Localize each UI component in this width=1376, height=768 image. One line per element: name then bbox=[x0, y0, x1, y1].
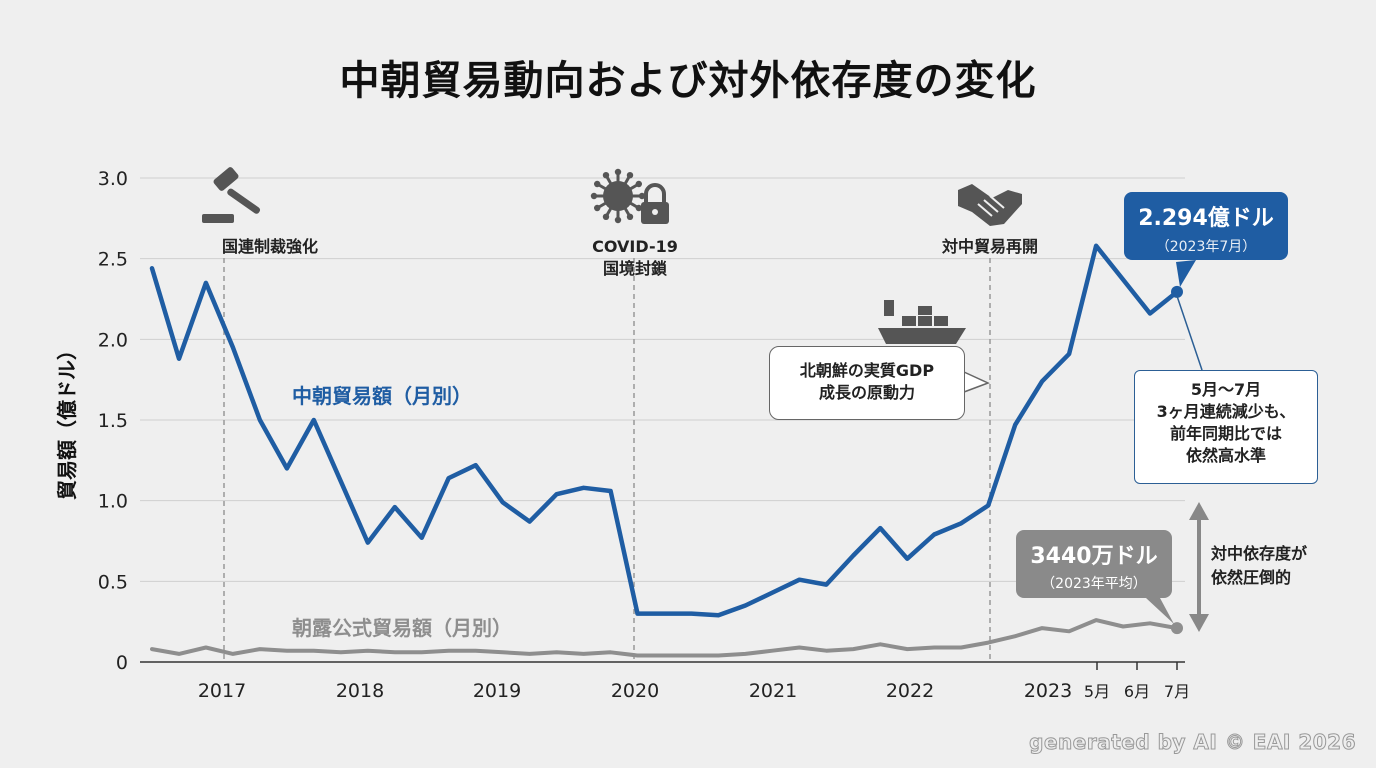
series-line-russia bbox=[150, 618, 1179, 658]
event-label-covid-line1: COVID-19 bbox=[592, 237, 678, 256]
note-line-4: 依然高水準 bbox=[1185, 446, 1266, 465]
event-label-sanctions: 国連制裁強化 bbox=[222, 237, 319, 256]
virus-spike-tip bbox=[594, 204, 601, 212]
series-label-china: 中朝貿易額（月別） bbox=[292, 384, 472, 408]
dependency-label: 対中依存度が 依然圧倒的 bbox=[1211, 542, 1307, 590]
dependency-line-1: 対中依存度が bbox=[1211, 544, 1308, 563]
x-tick-label: 2020 bbox=[611, 680, 659, 702]
russia-callout-pointer bbox=[1146, 598, 1174, 624]
russia-value: 3440万ドル bbox=[1030, 544, 1158, 569]
y-tick-label: 0.5 bbox=[98, 571, 128, 593]
x-tick-label: 2022 bbox=[886, 680, 934, 702]
y-axis-title: 貿易額（億ドル） bbox=[55, 340, 79, 500]
ship-hull bbox=[878, 328, 966, 344]
event-label-covid: COVID-19 国境封鎖 bbox=[570, 236, 700, 280]
ship-container bbox=[918, 306, 932, 315]
dependency-arrow-head-up bbox=[1189, 502, 1209, 520]
latest-value-callout: 2.294億ドル （2023年7月） bbox=[1124, 192, 1288, 260]
russia-value-callout: 3440万ドル （2023年平均） bbox=[1016, 530, 1172, 598]
x-tick-label: 2023 bbox=[1024, 680, 1072, 702]
virus-spike-tip bbox=[638, 192, 646, 200]
x-tick-label: 2018 bbox=[336, 680, 384, 702]
ship-funnel bbox=[884, 300, 894, 316]
virus-spike-tip bbox=[635, 180, 642, 188]
x-tick-label: 2017 bbox=[198, 680, 246, 702]
y-tick-label: 2.0 bbox=[98, 329, 128, 351]
x-tick-label: 2021 bbox=[749, 680, 797, 702]
y-tick-label: 1.5 bbox=[98, 410, 128, 432]
x-tick-label: 7月 bbox=[1164, 682, 1190, 701]
russia-period: （2023年平均） bbox=[1041, 576, 1147, 592]
virus-spike-tip bbox=[614, 216, 622, 224]
y-tick-label: 1.0 bbox=[98, 491, 128, 513]
gavel-icon bbox=[202, 167, 261, 223]
x-tick-label: 5月 bbox=[1084, 682, 1110, 701]
ship-container bbox=[934, 316, 948, 326]
chart-title: 中朝貿易動向および対外依存度の変化 bbox=[339, 58, 1037, 104]
y-tick-label: 0 bbox=[116, 652, 128, 674]
note-line-3: 前年同期比では bbox=[1169, 424, 1282, 443]
gdp-callout-tail bbox=[963, 371, 990, 393]
virus-spike-tip bbox=[614, 168, 622, 176]
series-label-russia: 朝露公式貿易額（月別） bbox=[292, 616, 512, 640]
note-line-1: 5月～7月 bbox=[1190, 380, 1262, 399]
handshake-icon bbox=[958, 184, 1022, 226]
x-tick-label: 6月 bbox=[1124, 682, 1150, 701]
virus-spike-tip bbox=[626, 172, 634, 179]
note-line-2: 3ヶ月連続減少も、 bbox=[1156, 402, 1296, 421]
watermark: generated by AI © EAI 2026 bbox=[1029, 730, 1356, 755]
virus-body bbox=[603, 181, 633, 211]
trend-note-box: 5月～7月 3ヶ月連続減少も、 前年同期比では 依然高水準 bbox=[1134, 370, 1318, 484]
gdp-callout-line2: 成長の原動力 bbox=[818, 383, 915, 402]
x-tick-label: 2019 bbox=[473, 680, 521, 702]
lock-shackle bbox=[644, 183, 666, 202]
event-label-covid-line2: 国境封鎖 bbox=[602, 259, 667, 278]
dependency-line-2: 依然圧倒的 bbox=[1211, 568, 1292, 587]
virus-spike-tip bbox=[602, 213, 610, 220]
virus-spike-tip bbox=[626, 213, 634, 220]
handshake-fingers bbox=[977, 195, 1005, 217]
y-tick-label: 2.5 bbox=[98, 249, 128, 271]
end-point-russia bbox=[1171, 622, 1183, 635]
dependency-arrow-head-down bbox=[1189, 614, 1209, 632]
virus-spike-tip bbox=[602, 172, 610, 179]
latest-callout-pointer bbox=[1176, 260, 1196, 287]
lock-keyhole bbox=[652, 209, 658, 215]
ship-container bbox=[918, 316, 932, 326]
note-connector bbox=[1176, 295, 1203, 371]
latest-date: （2023年7月） bbox=[1155, 239, 1257, 255]
gdp-callout-line1: 北朝鮮の実質GDP bbox=[799, 361, 935, 380]
event-label-trade-resume: 対中貿易再開 bbox=[941, 237, 1038, 256]
virus-spike-tip bbox=[590, 192, 598, 200]
virus-spike-tip bbox=[594, 180, 601, 188]
gavel-base bbox=[202, 214, 234, 223]
gdp-callout: 北朝鮮の実質GDP 成長の原動力 bbox=[769, 346, 965, 420]
virus-lock-icon bbox=[590, 168, 669, 224]
latest-value: 2.294億ドル bbox=[1138, 206, 1274, 231]
virus-spike-tip bbox=[635, 204, 642, 212]
gavel-handle bbox=[227, 188, 261, 214]
end-point-china bbox=[1171, 285, 1183, 298]
series-line-china bbox=[149, 243, 1180, 618]
ship-container bbox=[902, 316, 916, 326]
gavel-head bbox=[213, 167, 239, 191]
y-tick-label: 3.0 bbox=[98, 168, 128, 190]
cargo-ship-icon bbox=[878, 300, 966, 344]
